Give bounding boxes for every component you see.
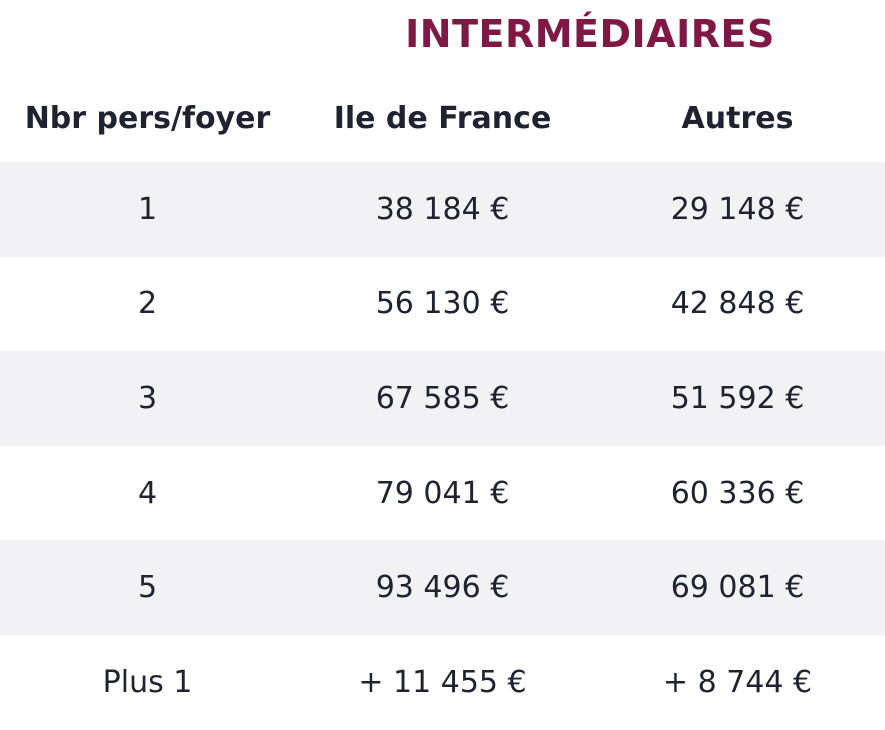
page-title: INTERMÉDIAIRES (405, 12, 775, 56)
ile-de-france-cell: 93 496 € (375, 570, 510, 606)
autres-cell: 51 592 € (670, 380, 805, 416)
table-header: Nbr pers/foyer Ile de France Autres (0, 90, 885, 146)
table-row: Plus 1 + 11 455 € + 8 744 € (0, 635, 885, 730)
income-table: 1 38 184 € 29 148 € 2 56 130 € 42 848 € … (0, 162, 885, 730)
table-row: 2 56 130 € 42 848 € (0, 257, 885, 352)
column-header-household-size: Nbr pers/foyer (24, 100, 271, 136)
autres-cell: 42 848 € (670, 286, 805, 322)
table-row: 4 79 041 € 60 336 € (0, 446, 885, 541)
household-size-cell: 4 (137, 475, 158, 511)
column-header-ile-de-france: Ile de France (333, 100, 552, 136)
autres-cell: + 8 744 € (662, 664, 813, 700)
table-row: 1 38 184 € 29 148 € (0, 162, 885, 257)
ile-de-france-cell: 38 184 € (375, 191, 510, 227)
column-header-autres: Autres (681, 100, 794, 136)
household-size-cell: 5 (137, 570, 158, 606)
autres-cell: 60 336 € (670, 475, 805, 511)
ile-de-france-cell: 56 130 € (375, 286, 510, 322)
autres-cell: 69 081 € (670, 570, 805, 606)
autres-cell: 29 148 € (670, 191, 805, 227)
ile-de-france-cell: + 11 455 € (358, 664, 527, 700)
table-row: 3 67 585 € 51 592 € (0, 351, 885, 446)
household-size-cell: Plus 1 (102, 664, 193, 700)
table-row: 5 93 496 € 69 081 € (0, 540, 885, 635)
household-size-cell: 3 (137, 380, 158, 416)
household-size-cell: 1 (137, 191, 158, 227)
household-size-cell: 2 (137, 286, 158, 322)
ile-de-france-cell: 67 585 € (375, 380, 510, 416)
ile-de-france-cell: 79 041 € (375, 475, 510, 511)
